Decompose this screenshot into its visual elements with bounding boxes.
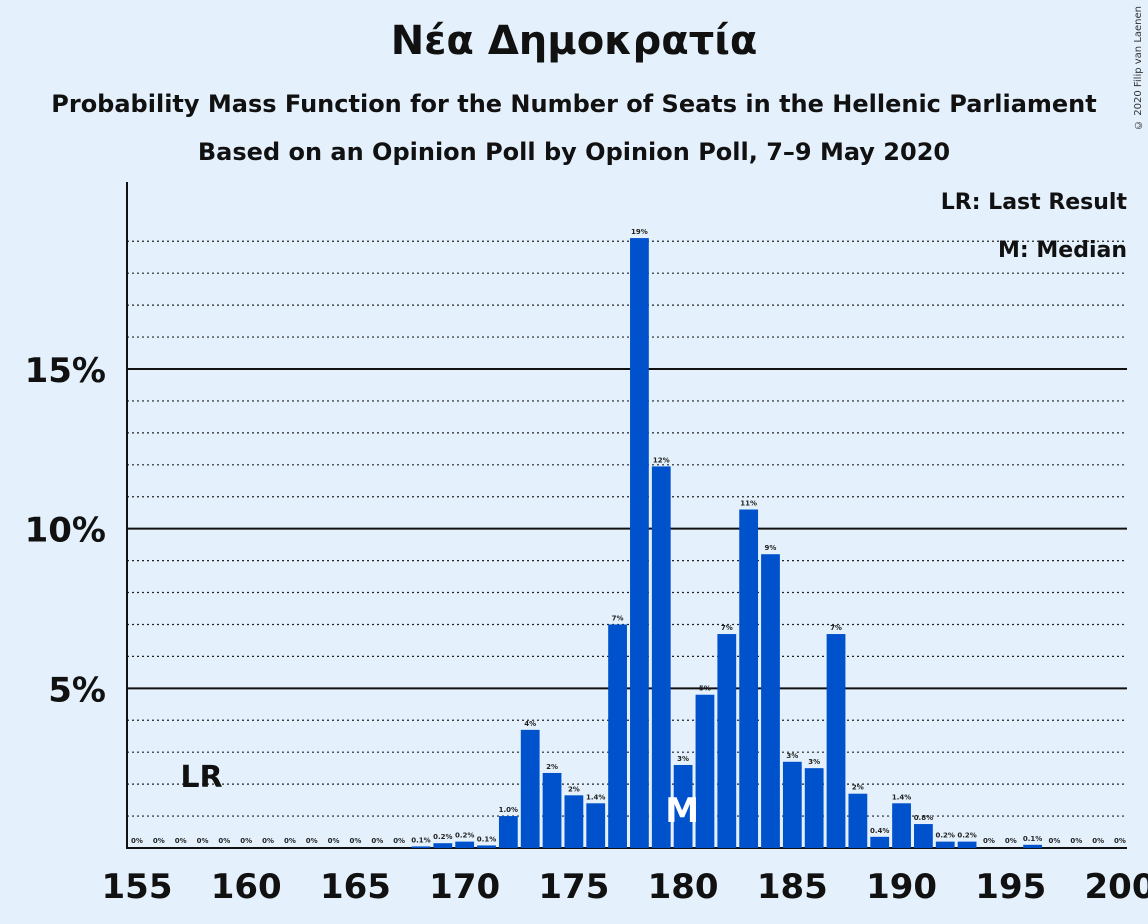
bar: [608, 624, 627, 848]
bar: [914, 824, 933, 848]
bar: [477, 845, 496, 848]
x-tick-label: 195: [975, 867, 1046, 907]
y-tick-label: 10%: [25, 511, 106, 551]
bar-value-label: 4%: [524, 720, 536, 728]
x-tick-label: 155: [102, 867, 173, 907]
bar-value-label: 0%: [1114, 837, 1126, 845]
x-tick-label: 190: [866, 867, 937, 907]
bar: [673, 764, 693, 848]
bar-value-label: 3%: [677, 755, 689, 763]
bar: [739, 509, 759, 848]
bar-value-label: 1.4%: [586, 793, 605, 801]
bar: [411, 846, 431, 848]
bar: [498, 816, 518, 848]
bar: [542, 772, 562, 848]
bar-value-label: 0%: [393, 837, 405, 845]
bar: [935, 841, 955, 848]
median-marker: M: [665, 791, 699, 831]
bar-value-label: 2%: [546, 763, 558, 771]
bar-value-label: 0%: [218, 837, 230, 845]
bar: [892, 803, 911, 848]
bar-value-label: 0.2%: [433, 833, 452, 841]
chart-subtitle: Probability Mass Function for the Number…: [51, 90, 1097, 118]
bar-value-label: 0%: [262, 837, 274, 845]
bar-value-label: 0%: [1049, 837, 1061, 845]
bar: [717, 634, 737, 848]
x-tick-label: 170: [429, 867, 500, 907]
bar-value-label: 0.2%: [936, 832, 955, 840]
bar: [957, 841, 977, 848]
bar: [651, 466, 671, 848]
chart-title: Νέα Δημοκρατία: [390, 18, 758, 64]
bar-value-label: 0%: [349, 837, 361, 845]
bar: [761, 554, 780, 848]
bar-value-label: 19%: [631, 228, 648, 236]
y-tick-label: 15%: [25, 351, 106, 391]
x-tick-label: 165: [320, 867, 391, 907]
bar-value-label: 0%: [1070, 837, 1082, 845]
x-tick-label: 160: [211, 867, 282, 907]
bar-value-label: 0.4%: [870, 827, 889, 835]
bar-value-label: 2%: [568, 785, 580, 793]
last-result-marker: LR: [180, 760, 222, 795]
bar: [433, 843, 453, 848]
bar: [826, 634, 846, 848]
bar-value-label: 7%: [612, 614, 624, 622]
bar-value-label: 7%: [830, 624, 842, 632]
x-tick-label: 180: [648, 867, 719, 907]
bar-value-label: 0%: [131, 837, 143, 845]
bar-value-label: 0.1%: [477, 835, 496, 843]
chart-subtitle-source: Based on an Opinion Poll by Opinion Poll…: [197, 138, 951, 166]
bar-value-label: 0%: [371, 837, 383, 845]
bar: [870, 836, 890, 848]
legend-entry: M: Median: [998, 238, 1127, 263]
legend-entry: LR: Last Result: [941, 190, 1128, 215]
bar-value-label: 0%: [328, 837, 340, 845]
bar: [520, 729, 540, 848]
bar-value-label: 0%: [197, 837, 209, 845]
bar-value-label: 5%: [699, 685, 711, 693]
bar-value-label: 0%: [153, 837, 165, 845]
bar-value-label: 0.1%: [1023, 835, 1042, 843]
bar: [848, 793, 868, 848]
bar-value-label: 0.1%: [411, 836, 430, 844]
bar-value-label: 9%: [765, 544, 777, 552]
bar: [630, 238, 649, 848]
bar-value-label: 7%: [721, 624, 733, 632]
bar-value-label: 0%: [1005, 837, 1017, 845]
bar-value-label: 2%: [852, 784, 864, 792]
bar-value-label: 11%: [740, 500, 757, 508]
bar-value-label: 3%: [786, 752, 798, 760]
bar-value-label: 0%: [240, 837, 252, 845]
bar-value-label: 12%: [653, 456, 670, 464]
bar-value-label: 0.2%: [455, 832, 474, 840]
bar: [586, 803, 606, 848]
x-tick-label: 200: [1085, 867, 1148, 907]
bar: [804, 768, 824, 848]
bar-value-label: 0%: [175, 837, 187, 845]
bar: [695, 694, 715, 848]
bar-value-label: 0%: [983, 837, 995, 845]
bar-value-label: 0%: [306, 837, 318, 845]
bar: [455, 841, 475, 848]
bar-value-label: 0%: [1092, 837, 1104, 845]
bar: [782, 761, 802, 848]
bar-value-label: 3%: [808, 758, 820, 766]
bar: [564, 795, 584, 848]
bar-value-label: 1.4%: [892, 793, 911, 801]
bar-value-label: 0.8%: [914, 814, 933, 822]
bar-value-label: 1.0%: [499, 806, 518, 814]
bar-value-label: 0%: [284, 837, 296, 845]
bar-value-label: 0.2%: [957, 832, 976, 840]
x-tick-label: 185: [757, 867, 828, 907]
y-tick-label: 5%: [48, 670, 106, 710]
x-tick-label: 175: [538, 867, 609, 907]
bar: [1023, 844, 1043, 848]
